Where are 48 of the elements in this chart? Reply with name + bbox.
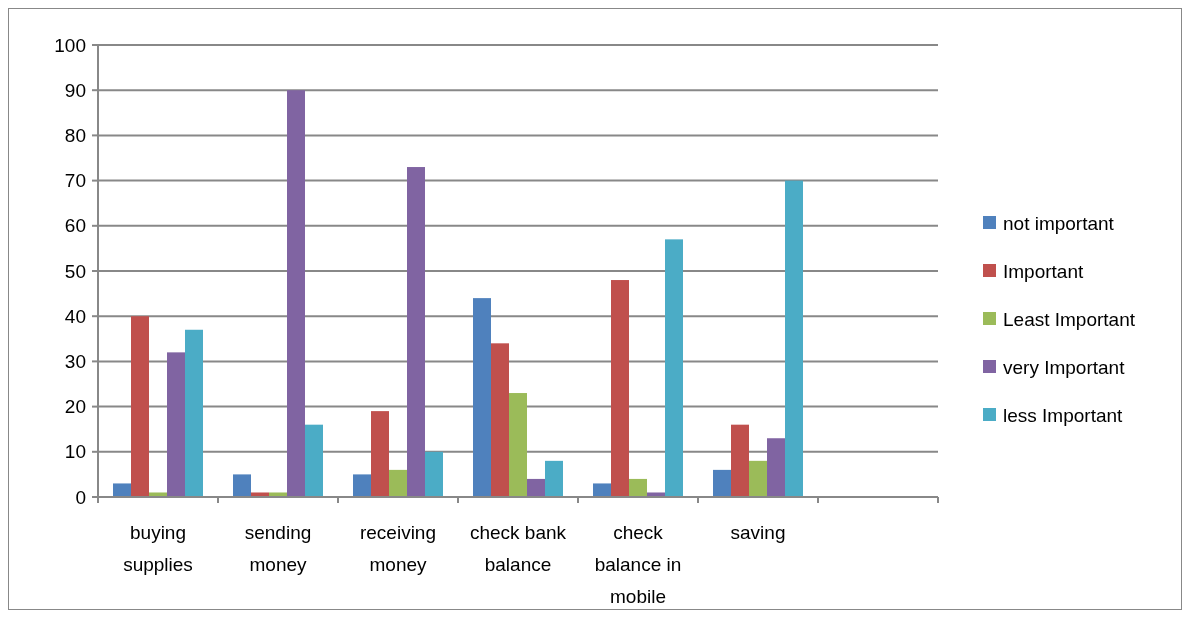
bar (527, 478, 545, 497)
bar (713, 469, 731, 497)
y-tick-label: 10 (64, 441, 86, 463)
y-tick-label: 40 (64, 305, 86, 327)
x-tick-label: check balance in mobile (594, 522, 682, 607)
bar (407, 167, 425, 497)
legend-label: not important (1003, 212, 1115, 234)
bar (305, 424, 323, 497)
bar (353, 474, 371, 497)
x-tick-label: check bank balance (469, 522, 567, 575)
y-tick-label: 90 (64, 79, 86, 101)
bar (371, 411, 389, 497)
y-tick-label: 60 (64, 215, 86, 237)
bar (491, 343, 509, 497)
bar (473, 298, 491, 497)
bar (785, 180, 803, 497)
legend-label: very Important (1003, 356, 1126, 378)
legend-label: less Important (1003, 404, 1124, 426)
y-tick-label: 70 (64, 170, 86, 192)
x-tick-label: receiving money (359, 522, 437, 575)
bar (611, 280, 629, 497)
bar (389, 469, 407, 497)
bar (593, 483, 611, 497)
bar (629, 478, 647, 497)
y-tick-label: 30 (64, 351, 86, 373)
y-tick-label: 50 (64, 260, 86, 282)
bar (731, 424, 749, 497)
legend-label: Least Important (1003, 308, 1136, 330)
legend-label: Important (1003, 260, 1084, 282)
bar (167, 352, 185, 497)
bar (131, 316, 149, 497)
y-tick-label: 0 (75, 486, 86, 508)
x-tick-label: saving (730, 522, 786, 543)
bar (185, 329, 203, 497)
x-tick-label: sending money (244, 522, 312, 575)
bar (425, 451, 443, 497)
bar (113, 483, 131, 497)
bar (509, 393, 527, 497)
bar (749, 460, 767, 497)
bar (287, 90, 305, 497)
bar (767, 438, 785, 497)
y-tick-label: 20 (64, 396, 86, 418)
bar (233, 474, 251, 497)
bar (665, 239, 683, 497)
x-tick-label: buying supplies (123, 522, 193, 575)
y-tick-label: 100 (54, 34, 86, 56)
bar (545, 460, 563, 497)
y-tick-label: 80 (64, 125, 86, 147)
